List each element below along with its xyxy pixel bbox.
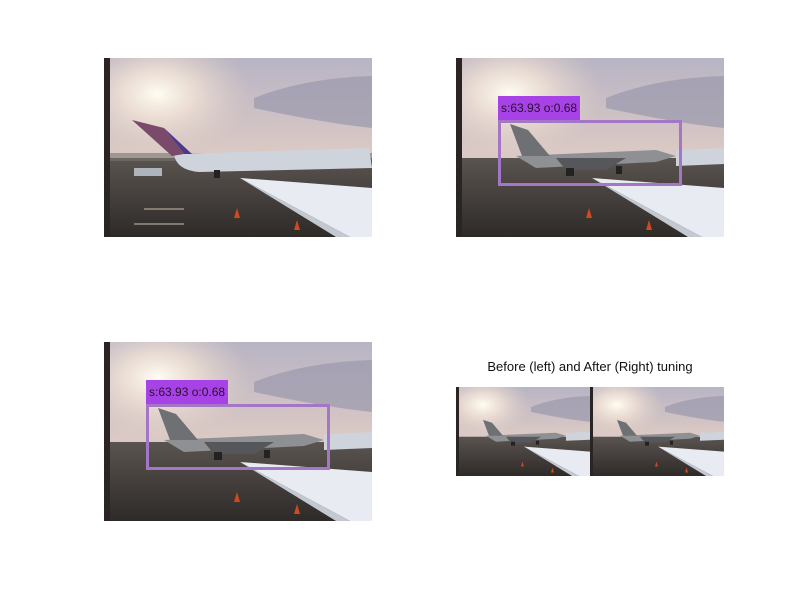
detection-before-panel: s:63.93 o:0.68 [456, 58, 724, 237]
fighter-scene-photo [456, 387, 590, 476]
comparison-before-thumbnail [456, 387, 590, 476]
comparison-after-thumbnail [590, 387, 724, 476]
detection-bounding-box [498, 120, 682, 186]
airport-scene-photo [104, 58, 372, 237]
detection-after-panel: s:63.93 o:0.68 [104, 342, 372, 521]
original-image-panel [104, 58, 372, 237]
detection-score-label: s:63.93 o:0.68 [498, 96, 581, 120]
detection-bounding-box [146, 404, 330, 470]
detection-score-label: s:63.93 o:0.68 [146, 380, 229, 404]
fighter-scene-photo [590, 387, 724, 476]
comparison-title: Before (left) and After (Right) tuning [487, 359, 693, 374]
